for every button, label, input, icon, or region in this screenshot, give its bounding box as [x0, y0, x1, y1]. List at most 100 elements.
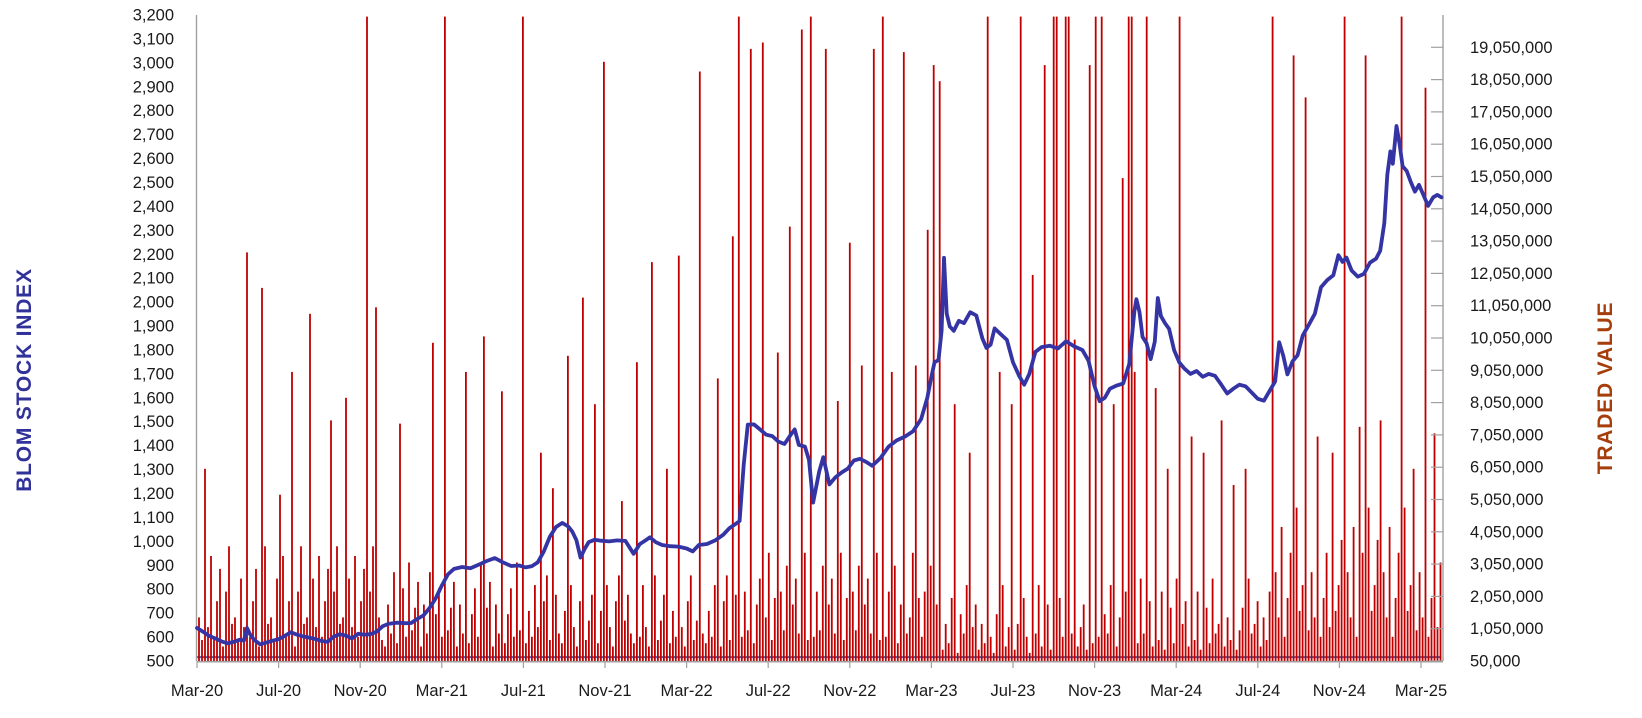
traded-value-bar [297, 591, 299, 661]
traded-value-bar [375, 307, 377, 661]
traded-value-bar [1382, 572, 1385, 661]
traded-value-bar [1022, 598, 1025, 661]
traded-value-bar [219, 568, 221, 661]
traded-value-bar [881, 16, 884, 662]
traded-value-bar [1274, 572, 1277, 661]
traded-value-bar [621, 501, 623, 661]
traded-value-bar [731, 236, 734, 662]
traded-value-bar [246, 252, 248, 661]
traded-value-bar [1361, 552, 1364, 661]
traded-value-bar [318, 556, 320, 661]
traded-value-bar [276, 578, 278, 661]
traded-value-bar [447, 630, 449, 661]
traded-value-bar [1427, 636, 1430, 661]
traded-value-bar [950, 598, 953, 661]
traded-value-bar [857, 565, 860, 661]
traded-value-bar [824, 48, 827, 661]
traded-value-bar [609, 627, 611, 661]
traded-value-bar [971, 627, 974, 661]
traded-value-bar [755, 604, 758, 661]
right-axis-tick-label: 2,050,000 [1470, 588, 1543, 606]
traded-value-bar [833, 633, 836, 661]
traded-value-bar [444, 16, 446, 662]
traded-value-bar [1052, 16, 1055, 662]
traded-value-bar [893, 565, 896, 661]
traded-value-bar [552, 488, 554, 661]
traded-value-bar [207, 627, 209, 661]
traded-value-bar [1421, 617, 1424, 661]
traded-value-bar [243, 627, 245, 661]
right-axis-tick-label: 17,050,000 [1470, 103, 1553, 121]
traded-value-bar [450, 607, 452, 661]
traded-value-bar [683, 646, 686, 661]
x-axis-tick-label: Mar-22 [660, 682, 712, 700]
traded-value-bar [462, 633, 464, 661]
left-axis-tick-label: 1,700 [133, 365, 174, 383]
traded-value-bar [561, 643, 563, 661]
traded-value-bar [417, 581, 419, 661]
traded-value-bar [674, 636, 677, 661]
traded-value-bar [558, 633, 560, 661]
traded-value-bar [513, 636, 515, 661]
traded-value-bar [324, 601, 326, 661]
traded-value-bar [1184, 601, 1187, 661]
traded-value-bar [1424, 87, 1427, 661]
traded-value-bar [956, 652, 959, 661]
traded-value-bar [459, 604, 461, 661]
traded-value-bar [1346, 572, 1349, 661]
traded-value-bar [624, 620, 626, 661]
traded-value-bar [474, 588, 476, 661]
traded-value-bar [1190, 436, 1193, 661]
right-axis-tick-label: 1,050,000 [1470, 620, 1543, 638]
traded-value-bar [1289, 552, 1292, 661]
traded-value-bar [968, 452, 971, 661]
x-axis-tick-label: Nov-24 [1313, 682, 1366, 700]
traded-value-bar [477, 636, 479, 661]
traded-value-bar [1070, 633, 1073, 661]
traded-value-bar [1313, 617, 1316, 661]
traded-value-bar [234, 617, 236, 661]
traded-value-bar [1118, 617, 1121, 661]
x-axis-tick-label: Mar-25 [1395, 682, 1447, 700]
traded-value-bar [1265, 640, 1268, 661]
traded-value-bar [390, 633, 392, 661]
traded-value-bar [1067, 16, 1070, 662]
left-axis-tick-label: 3,000 [133, 54, 174, 72]
traded-value-bar [1343, 16, 1346, 662]
traded-value-bar [261, 287, 263, 661]
traded-value-bar [210, 556, 212, 661]
traded-value-bar [405, 636, 407, 661]
x-axis-tick-label: Jul-24 [1235, 682, 1280, 700]
traded-value-bar [728, 640, 731, 661]
traded-value-bar [914, 365, 917, 661]
traded-value-bar [875, 552, 878, 661]
traded-value-bar [1391, 636, 1394, 661]
traded-value-bar [582, 297, 584, 661]
x-axis-tick-label: Mar-21 [416, 682, 468, 700]
traded-value-bar [222, 646, 224, 661]
traded-value-bar [333, 591, 335, 661]
traded-value-bar [1397, 552, 1400, 661]
traded-value-bar [977, 649, 980, 661]
traded-value-bar [944, 623, 947, 661]
traded-value-bar [240, 578, 242, 661]
traded-value-bar [636, 362, 638, 661]
traded-value-bar [1220, 420, 1223, 661]
traded-value-bar [396, 643, 398, 661]
traded-value-bar [1157, 640, 1160, 661]
traded-value-bar [492, 646, 494, 661]
traded-value-bar [1352, 527, 1355, 661]
traded-value-bar [1193, 640, 1196, 661]
traded-value-bar [306, 617, 308, 661]
left-axis-tick-label: 2,700 [133, 126, 174, 144]
traded-value-bar [504, 643, 506, 661]
traded-value-bar [809, 16, 812, 662]
traded-value-bar [360, 601, 362, 661]
traded-value-bar [627, 594, 629, 661]
traded-value-bar [1172, 643, 1175, 661]
traded-value-bar [1013, 649, 1016, 661]
traded-value-bar [606, 585, 608, 661]
right-axis-tick-label: 8,050,000 [1470, 394, 1543, 412]
traded-value-bar [312, 578, 314, 661]
